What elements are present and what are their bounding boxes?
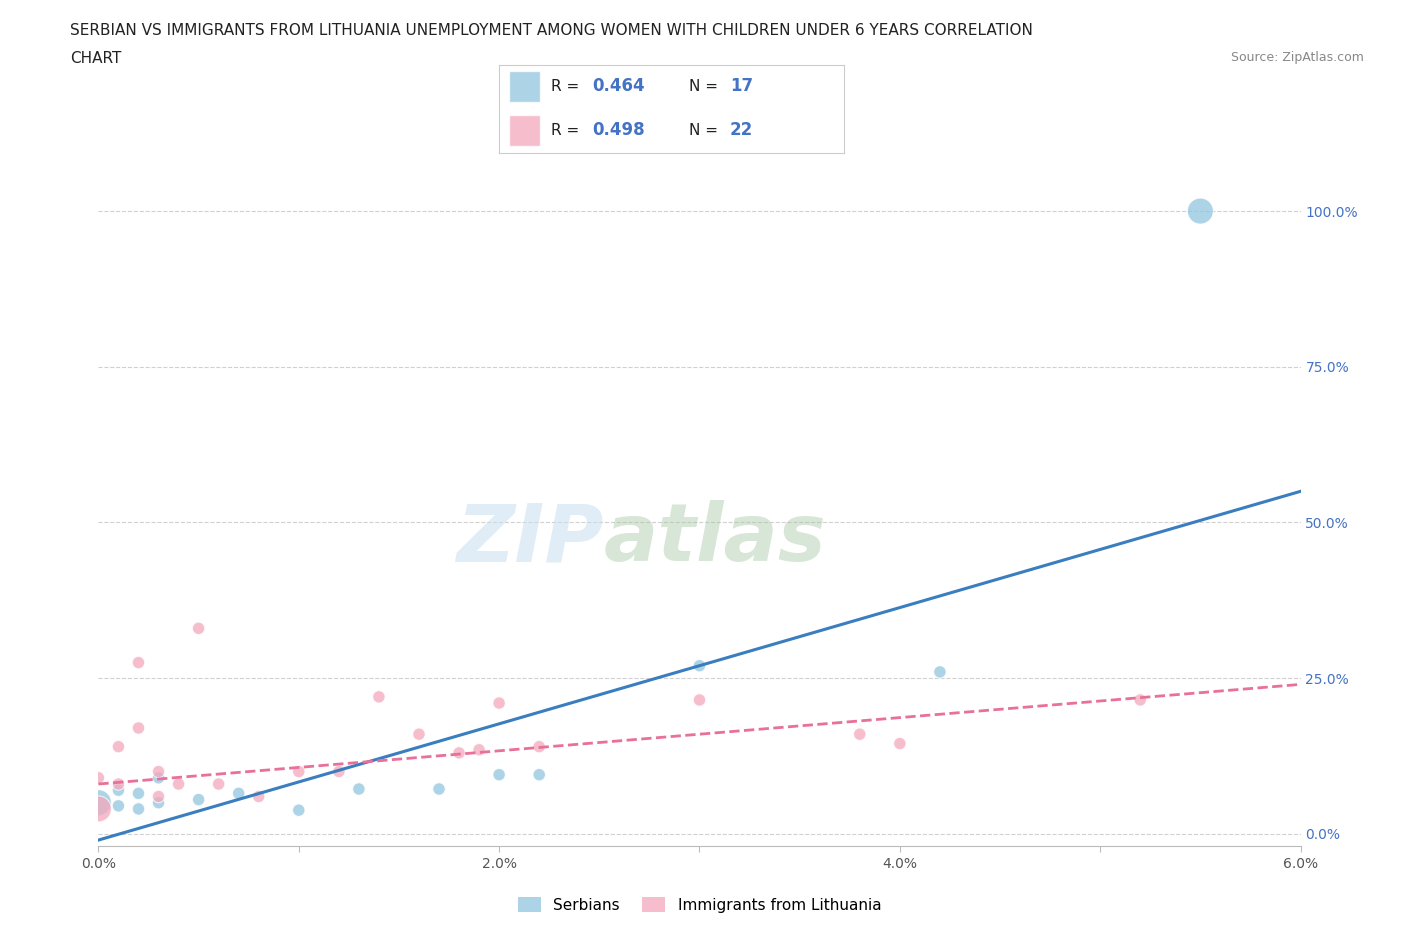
Point — [167, 777, 190, 791]
Legend: Serbians, Immigrants from Lithuania: Serbians, Immigrants from Lithuania — [512, 891, 887, 919]
Point — [228, 786, 250, 801]
Point — [328, 764, 350, 779]
Point — [87, 802, 110, 817]
Point — [107, 739, 129, 754]
Point — [1129, 693, 1152, 708]
Point — [187, 621, 209, 636]
Point — [107, 783, 129, 798]
Point — [347, 781, 370, 796]
Text: R =: R = — [551, 79, 583, 94]
Point — [128, 655, 150, 670]
Text: ZIP: ZIP — [456, 500, 603, 578]
Point — [529, 739, 551, 754]
Point — [288, 764, 311, 779]
FancyBboxPatch shape — [509, 72, 540, 102]
Text: 0.464: 0.464 — [592, 77, 645, 95]
Point — [128, 786, 150, 801]
Point — [1189, 204, 1212, 219]
Text: N =: N = — [689, 123, 723, 138]
Point — [408, 726, 430, 741]
Point — [288, 803, 311, 817]
Point — [148, 795, 170, 810]
Point — [488, 696, 510, 711]
Point — [87, 795, 110, 810]
Point — [468, 742, 491, 757]
Point — [128, 721, 150, 736]
Point — [208, 777, 231, 791]
Point — [529, 767, 551, 782]
Text: 17: 17 — [730, 77, 754, 95]
Point — [148, 770, 170, 785]
Point — [427, 781, 450, 796]
Point — [87, 770, 110, 785]
FancyBboxPatch shape — [509, 115, 540, 146]
Point — [689, 693, 711, 708]
Point — [849, 726, 872, 741]
Point — [107, 798, 129, 813]
Text: CHART: CHART — [70, 51, 122, 66]
Point — [107, 777, 129, 791]
Text: SERBIAN VS IMMIGRANTS FROM LITHUANIA UNEMPLOYMENT AMONG WOMEN WITH CHILDREN UNDE: SERBIAN VS IMMIGRANTS FROM LITHUANIA UNE… — [70, 23, 1033, 38]
Text: 22: 22 — [730, 122, 754, 140]
Point — [929, 665, 952, 680]
Point — [368, 689, 391, 704]
Text: 0.498: 0.498 — [592, 122, 645, 140]
Point — [689, 658, 711, 673]
Point — [148, 789, 170, 804]
Point — [488, 767, 510, 782]
Point — [128, 802, 150, 817]
Text: atlas: atlas — [603, 500, 827, 578]
Point — [187, 792, 209, 807]
Text: N =: N = — [689, 79, 723, 94]
Point — [247, 789, 270, 804]
Point — [447, 746, 470, 761]
Text: Source: ZipAtlas.com: Source: ZipAtlas.com — [1230, 51, 1364, 64]
Point — [889, 737, 911, 751]
Text: R =: R = — [551, 123, 583, 138]
Point — [148, 764, 170, 779]
